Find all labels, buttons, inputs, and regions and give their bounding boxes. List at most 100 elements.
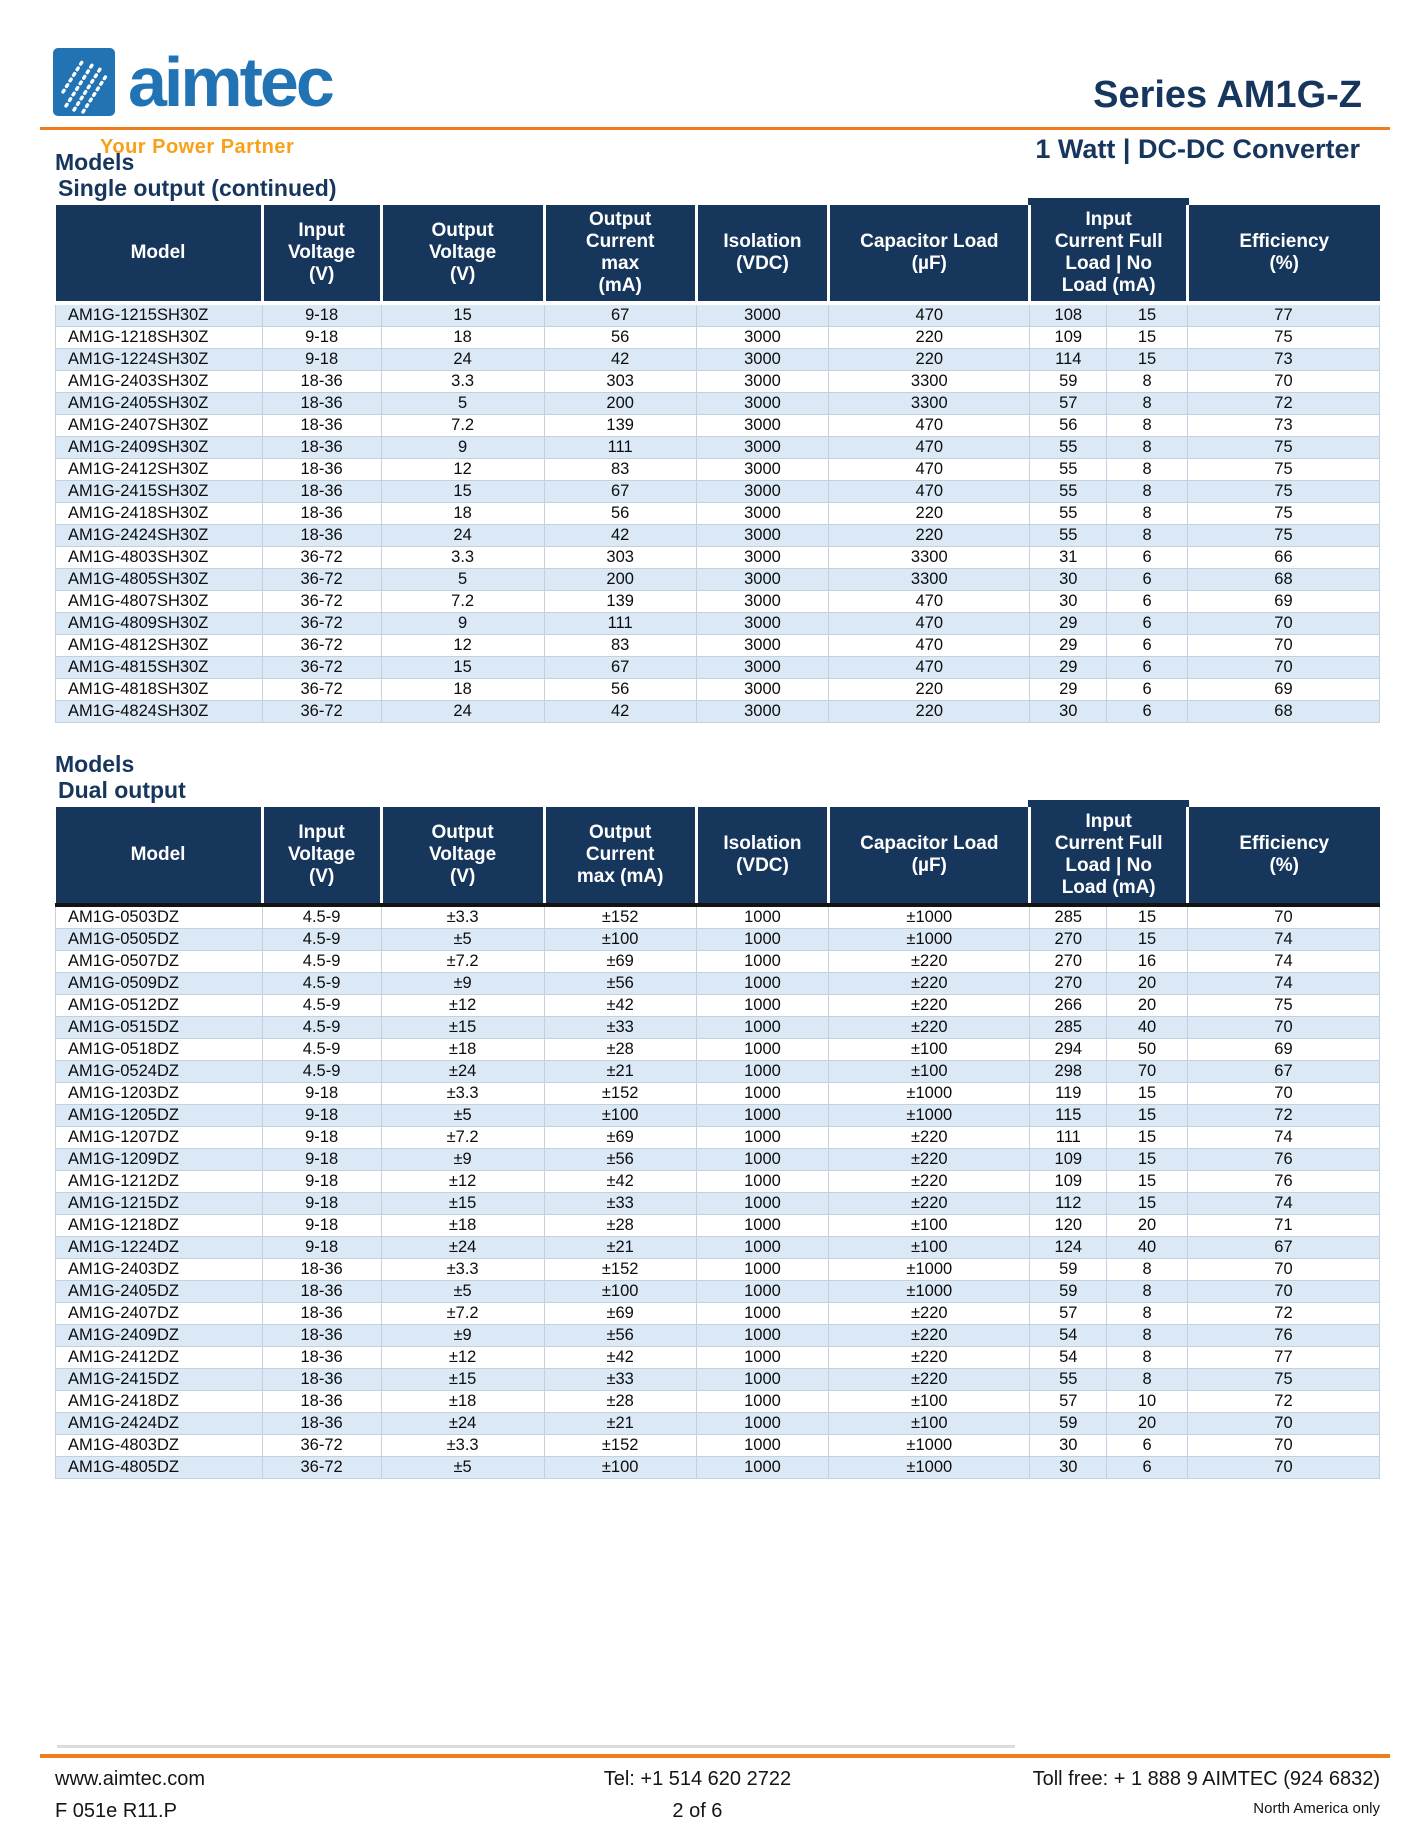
value-cell: 3000: [695, 436, 830, 459]
value-cell: 31: [1029, 546, 1108, 569]
value-cell: 77: [1186, 1346, 1381, 1369]
value-cell: 220: [828, 524, 1031, 547]
value-cell: ±12: [380, 994, 545, 1017]
value-cell: ±100: [828, 1214, 1031, 1237]
value-cell: ±9: [380, 1148, 545, 1171]
value-cell: ±3.3: [380, 1082, 545, 1105]
value-cell: 4.5-9: [261, 904, 382, 929]
value-cell: 3000: [695, 656, 830, 679]
value-cell: 1000: [695, 1456, 830, 1479]
value-cell: 114: [1029, 348, 1108, 371]
value-cell: 1000: [695, 1302, 830, 1325]
value-cell: 303: [543, 546, 697, 569]
value-cell: 15: [1106, 928, 1188, 951]
value-cell: 3000: [695, 546, 830, 569]
value-cell: 9-18: [261, 1192, 382, 1215]
value-cell: 70: [1106, 1060, 1188, 1083]
value-cell: ±24: [380, 1060, 545, 1083]
value-cell: 15: [1106, 1170, 1188, 1193]
value-cell: 111: [1029, 1126, 1108, 1149]
value-cell: 9-18: [261, 302, 382, 327]
value-cell: 18-36: [261, 370, 382, 393]
value-cell: 3000: [695, 458, 830, 481]
table-row: AM1G-2415SH30Z 18-36 15 67 3000 470 55 8 75: [55, 480, 1381, 503]
value-cell: ±220: [828, 950, 1031, 973]
value-cell: 1000: [695, 1214, 830, 1237]
value-cell: 8: [1106, 502, 1188, 525]
value-cell: 3000: [695, 678, 830, 701]
value-cell: 470: [828, 590, 1031, 613]
value-cell: ±1000: [828, 1082, 1031, 1105]
value-cell: 9-18: [261, 1126, 382, 1149]
value-cell: 59: [1029, 1412, 1108, 1435]
value-cell: 75: [1186, 524, 1381, 547]
section-title: Models: [55, 149, 135, 175]
value-cell: 73: [1186, 414, 1381, 437]
table-row: AM1G-2409DZ 18-36 ±9 ±56 1000 ±220 54 8 76: [55, 1324, 1381, 1347]
model-cell: AM1G-4803DZ: [55, 1434, 263, 1457]
value-cell: 3000: [695, 700, 830, 723]
section-subtitle: Dual output: [58, 777, 186, 803]
value-cell: 70: [1186, 370, 1381, 393]
value-cell: 72: [1186, 392, 1381, 415]
value-cell: 70: [1186, 1082, 1381, 1105]
value-cell: 3000: [695, 590, 830, 613]
column-header: Input Voltage (V): [260, 205, 383, 305]
value-cell: 56: [543, 502, 697, 525]
value-cell: 36-72: [261, 700, 382, 723]
model-cell: AM1G-1209DZ: [55, 1148, 263, 1171]
value-cell: 3000: [695, 480, 830, 503]
value-cell: 20: [1106, 1412, 1188, 1435]
value-cell: 8: [1106, 1280, 1188, 1303]
table-row: AM1G-1218SH30Z 9-18 18 56 3000 220 109 15 75: [55, 326, 1381, 349]
value-cell: ±3.3: [380, 904, 545, 929]
model-cell: AM1G-1205DZ: [55, 1104, 263, 1127]
value-cell: ±7.2: [380, 1126, 545, 1149]
model-cell: AM1G-4807SH30Z: [55, 590, 263, 613]
table-row: AM1G-4812SH30Z 36-72 12 83 3000 470 29 6 70: [55, 634, 1381, 657]
table-row: AM1G-4803SH30Z 36-72 3.3 303 3000 3300 31 6 66: [55, 546, 1381, 569]
value-cell: 67: [1186, 1236, 1381, 1259]
value-cell: 36-72: [261, 568, 382, 591]
model-cell: AM1G-2405DZ: [55, 1280, 263, 1303]
value-cell: 72: [1186, 1104, 1381, 1127]
value-cell: 470: [828, 436, 1031, 459]
table-row: AM1G-2403DZ 18-36 ±3.3 ±152 1000 ±1000 59 8 70: [55, 1258, 1381, 1281]
value-cell: 54: [1029, 1324, 1108, 1347]
model-cell: AM1G-0512DZ: [55, 994, 263, 1017]
column-header: Isolation (VDC): [694, 205, 831, 305]
value-cell: 42: [543, 700, 697, 723]
value-cell: 470: [828, 480, 1031, 503]
table-row: AM1G-2405SH30Z 18-36 5 200 3000 3300 57 8 72: [55, 392, 1381, 415]
value-cell: 1000: [695, 1148, 830, 1171]
table-row: AM1G-1224SH30Z 9-18 24 42 3000 220 114 15 73: [55, 348, 1381, 371]
brand-tagline: Your Power Partner: [100, 136, 295, 158]
value-cell: 57: [1029, 1390, 1108, 1413]
value-cell: 9: [380, 612, 545, 635]
model-cell: AM1G-4824SH30Z: [55, 700, 263, 723]
value-cell: 36-72: [261, 1434, 382, 1457]
table-row: AM1G-4803DZ 36-72 ±3.3 ±152 1000 ±1000 30 6 70: [55, 1434, 1381, 1457]
table-row: AM1G-2415DZ 18-36 ±15 ±33 1000 ±220 55 8 75: [55, 1368, 1381, 1391]
footer-page-number: 2 of 6: [672, 1800, 723, 1822]
value-cell: 4.5-9: [261, 972, 382, 995]
value-cell: 7.2: [380, 414, 545, 437]
value-cell: 111: [543, 612, 697, 635]
value-cell: 109: [1029, 1148, 1108, 1171]
value-cell: 20: [1106, 972, 1188, 995]
value-cell: 54: [1029, 1346, 1108, 1369]
value-cell: 57: [1029, 392, 1108, 415]
model-cell: AM1G-4815SH30Z: [55, 656, 263, 679]
table-row: AM1G-4805SH30Z 36-72 5 200 3000 3300 30 6 68: [55, 568, 1381, 591]
value-cell: 3300: [828, 546, 1031, 569]
value-cell: 24: [380, 700, 545, 723]
value-cell: ±100: [828, 1060, 1031, 1083]
value-cell: 3000: [695, 634, 830, 657]
column-header: Output Voltage (V): [379, 807, 546, 907]
value-cell: 15: [1106, 904, 1188, 929]
value-cell: 1000: [695, 1412, 830, 1435]
value-cell: ±5: [380, 1456, 545, 1479]
value-cell: ±100: [828, 1390, 1031, 1413]
value-cell: 57: [1029, 1302, 1108, 1325]
value-cell: 200: [543, 568, 697, 591]
